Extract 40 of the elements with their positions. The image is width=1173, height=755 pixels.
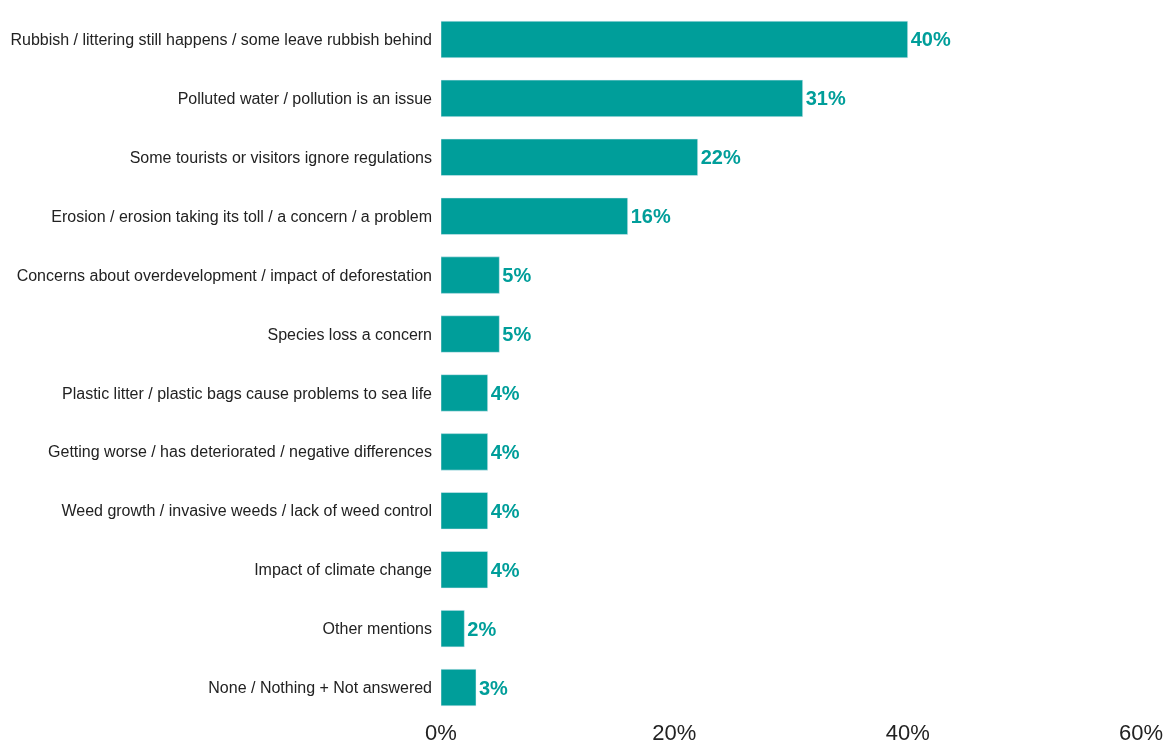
bar	[441, 433, 488, 471]
y-tick-label: Other mentions	[322, 620, 432, 638]
y-tick-label: Erosion / erosion taking its toll / a concern / a problem	[51, 207, 432, 225]
y-tick-label: Weed growth / invasive weeds / lack of weed control	[61, 502, 432, 520]
data-label: 22%	[700, 146, 741, 169]
bar	[441, 197, 628, 235]
bar	[441, 551, 488, 589]
y-tick-label: Getting worse / has deteriorated / negative differences	[48, 443, 432, 461]
bar	[441, 315, 500, 353]
y-tick-label: Some tourists or visitors ignore regulations	[129, 148, 432, 166]
x-tick-label: 60%	[1118, 720, 1164, 745]
bar	[441, 492, 488, 530]
data-label: 31%	[805, 87, 846, 110]
bar	[441, 610, 465, 648]
x-tick-label: 40%	[885, 720, 930, 745]
y-tick-label: Plastic litter / plastic bags cause problems to sea life	[62, 384, 433, 402]
data-label: 5%	[502, 323, 532, 346]
data-label: 4%	[490, 381, 520, 404]
data-label: 5%	[502, 264, 532, 287]
y-tick-label: Impact of climate change	[254, 561, 433, 579]
data-label: 4%	[490, 558, 520, 581]
y-tick-label: None / Nothing + Not answered	[208, 679, 432, 697]
y-tick-label: Concerns about overdevelopment / impact of deforestation	[16, 266, 432, 284]
data-label: 3%	[479, 676, 509, 699]
data-label: 2%	[467, 617, 497, 640]
y-tick-label: Species loss a concern	[267, 325, 432, 343]
bar	[441, 256, 500, 294]
data-label: 16%	[630, 205, 671, 228]
data-label: 40%	[910, 28, 951, 51]
x-tick-label: 20%	[652, 720, 697, 745]
bar	[441, 374, 488, 412]
bar	[441, 20, 908, 58]
y-tick-label: Rubbish / littering still happens / some leave rubbish behind	[10, 31, 432, 49]
bar	[441, 138, 698, 176]
bar	[441, 79, 803, 117]
data-label: 4%	[490, 499, 520, 522]
y-tick-label: Polluted water / pollution is an issue	[177, 89, 433, 107]
data-label: 4%	[490, 440, 520, 463]
bar	[441, 669, 477, 707]
x-tick-label: 0%	[425, 720, 457, 745]
